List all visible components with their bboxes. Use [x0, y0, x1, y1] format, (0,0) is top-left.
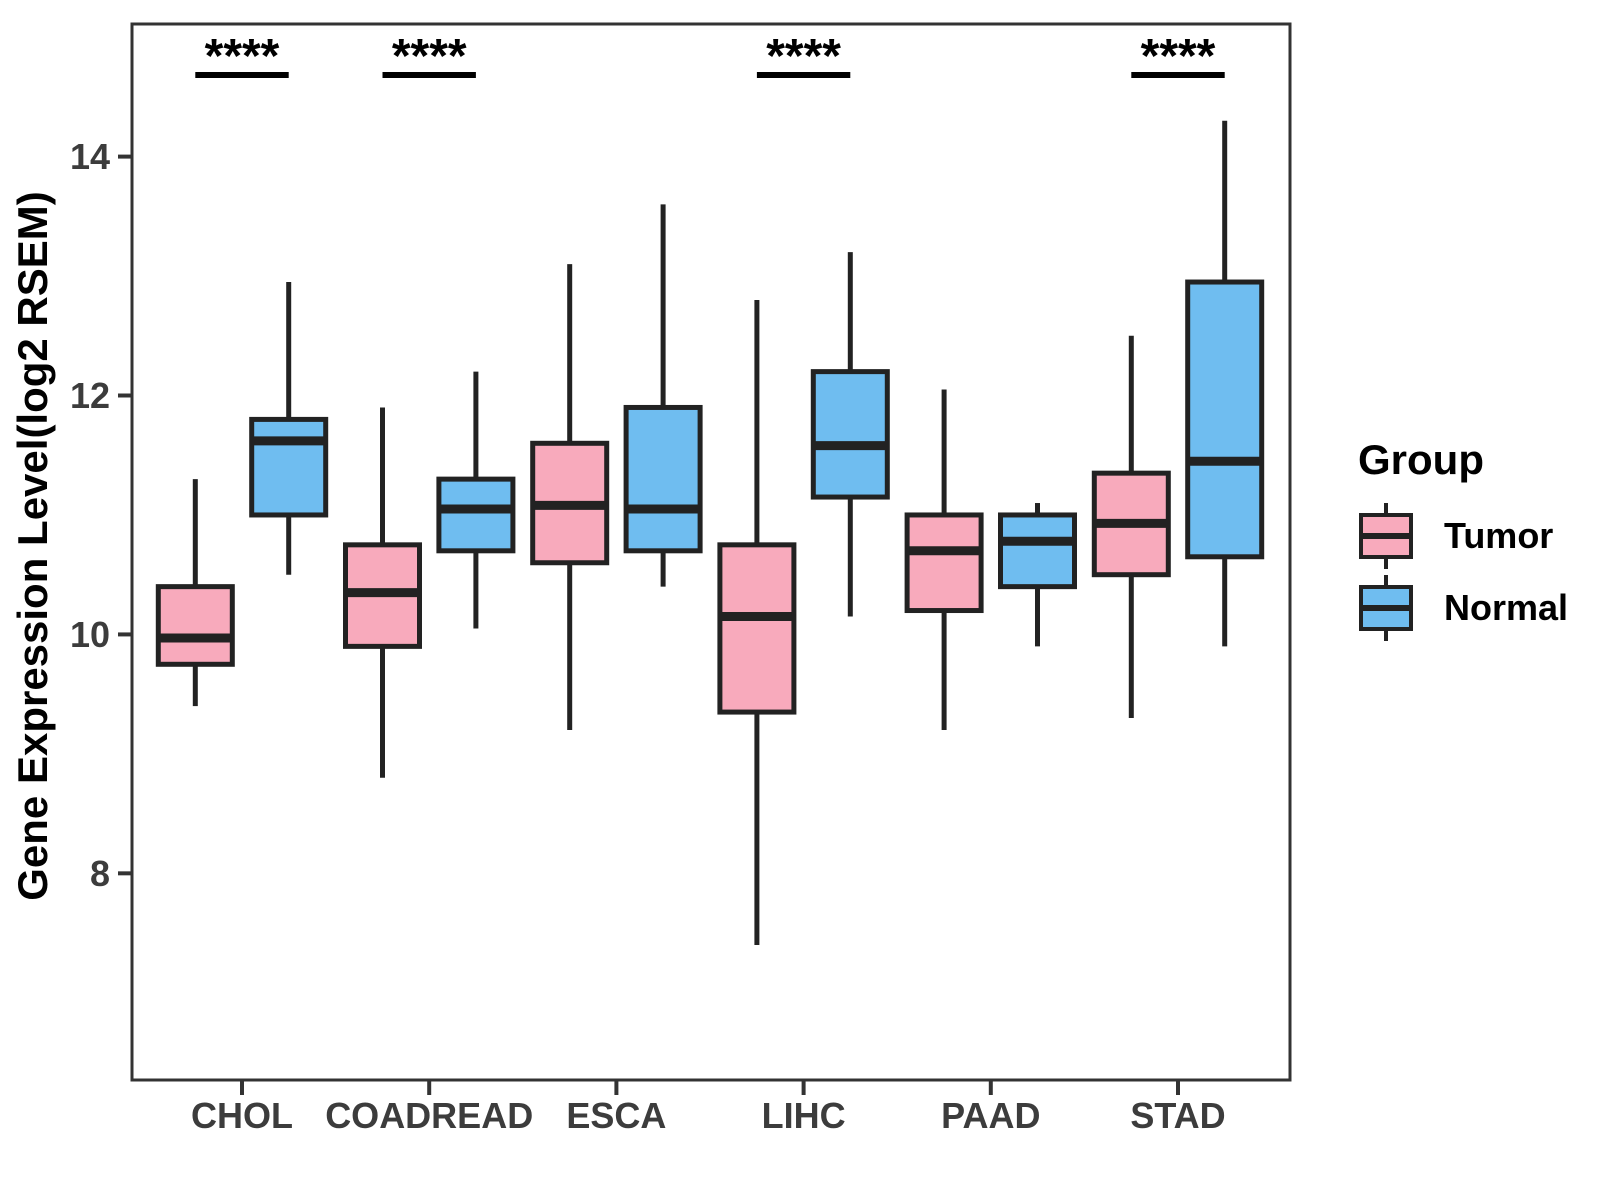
normal-boxplot-key-icon [1359, 575, 1413, 641]
box-Tumor-LIHC [717, 542, 797, 715]
sig-label-LIHC: **** [766, 30, 841, 83]
box-Tumor-PAAD [904, 512, 984, 614]
box-Normal-COADREAD [436, 476, 516, 554]
box-Normal-CHOL [249, 416, 329, 518]
tumor-boxplot-key-icon [1359, 503, 1413, 569]
x-tick-label-ESCA: ESCA [566, 1095, 666, 1136]
legend-label-tumor: Tumor [1444, 515, 1554, 556]
panel-border [130, 22, 1292, 1082]
sig-label-STAD: **** [1141, 30, 1216, 83]
legend-label-normal: Normal [1444, 587, 1569, 628]
y-tick-label-12: 12 [70, 375, 110, 416]
y-tick-label-8: 8 [90, 853, 110, 894]
sig-label-CHOL: **** [205, 30, 280, 83]
box-Normal-PAAD [998, 512, 1077, 590]
box-Normal-ESCA [623, 404, 703, 554]
legend-title: Group [1358, 436, 1484, 483]
x-tick-label-COADREAD: COADREAD [325, 1095, 533, 1136]
x-tick-label-CHOL: CHOL [191, 1095, 293, 1136]
x-tick-label-PAAD: PAAD [941, 1095, 1040, 1136]
legend-item-normal: Normal [1330, 572, 1600, 644]
y-tick-label-14: 14 [70, 136, 110, 177]
legend-item-tumor: Tumor [1330, 500, 1600, 572]
x-tick-label-STAD: STAD [1130, 1095, 1225, 1136]
box-Tumor-CHOL [155, 584, 235, 667]
legend: Group Tumor Normal [1330, 436, 1600, 644]
y-tick-label-10: 10 [70, 614, 110, 655]
x-tick-label-LIHC: LIHC [762, 1095, 846, 1136]
sig-label-COADREAD: **** [392, 30, 467, 83]
y-axis-title: Gene Expression Level(log2 RSEM) [9, 191, 56, 901]
box-Normal-STAD [1185, 279, 1265, 560]
box-Normal-LIHC [810, 369, 890, 500]
